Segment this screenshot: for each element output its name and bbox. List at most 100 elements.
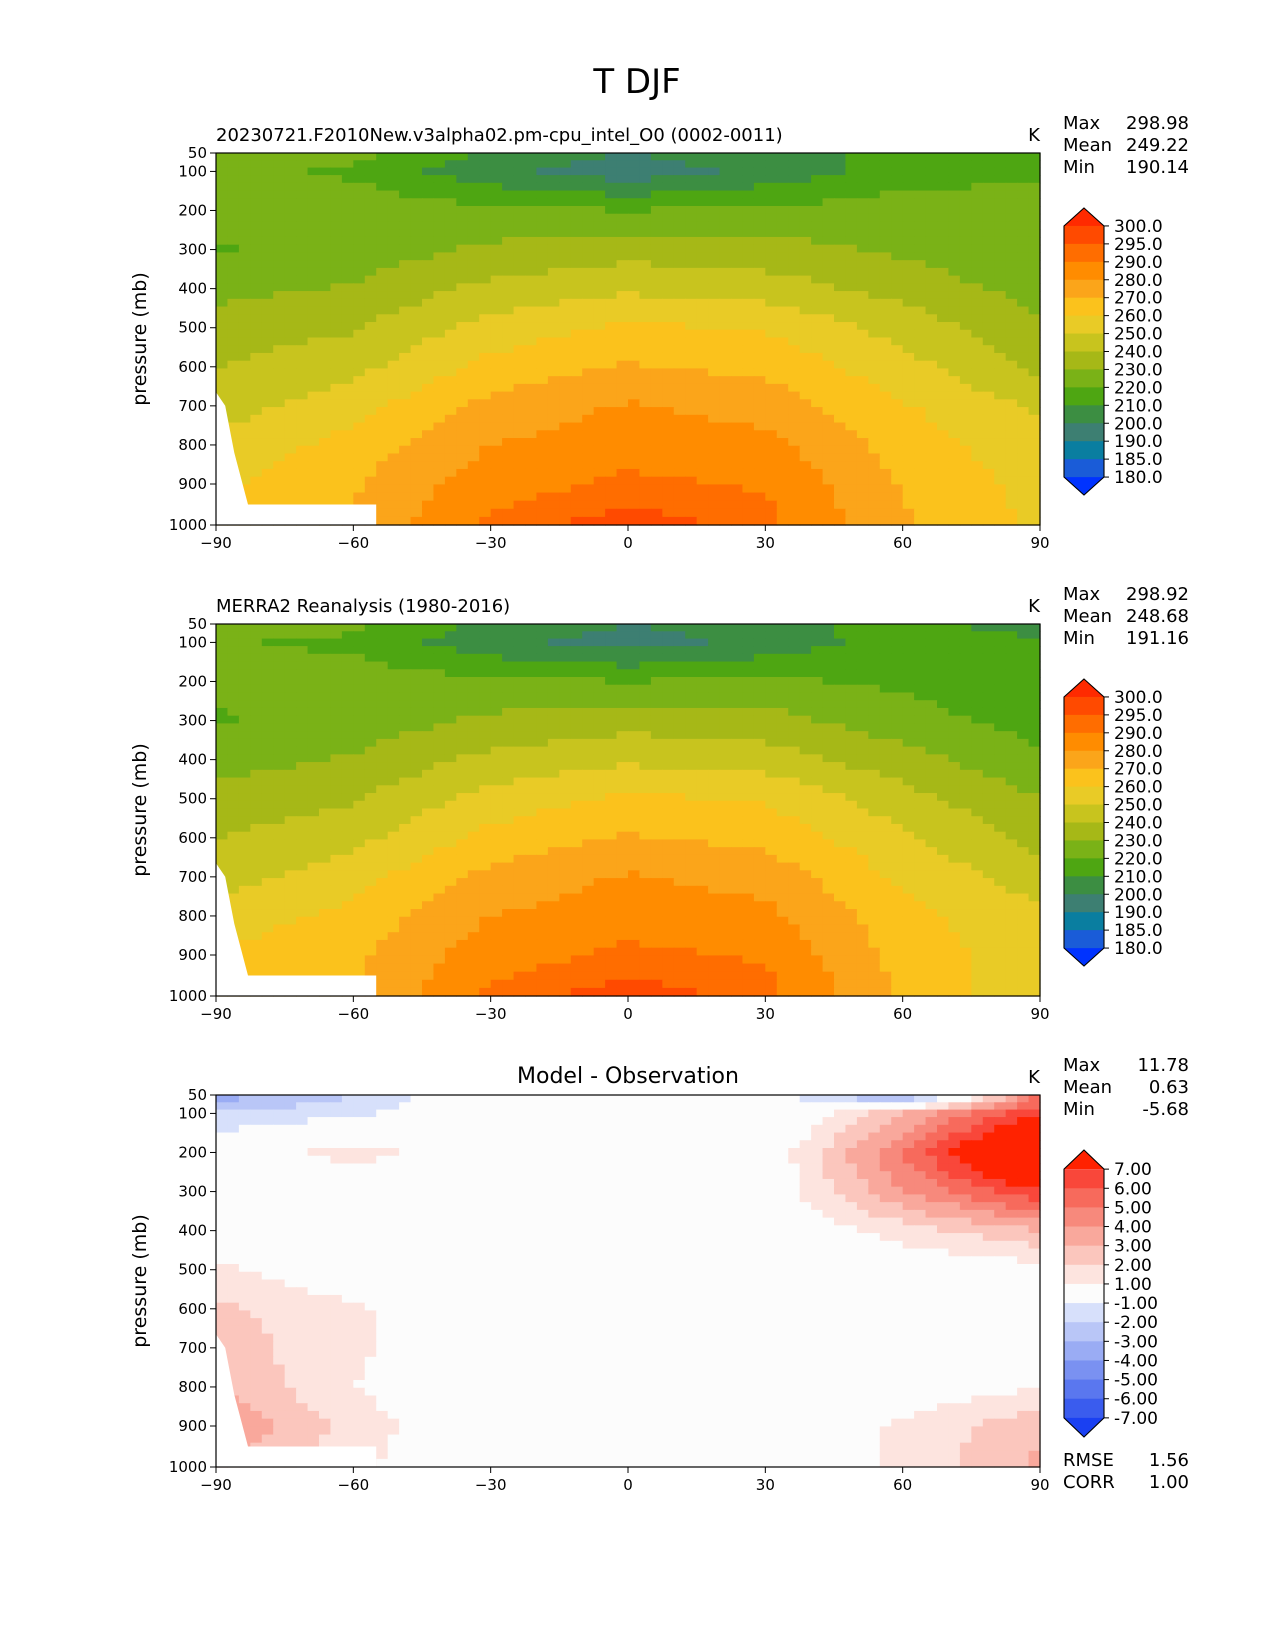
field-cell: [948, 422, 961, 431]
field-cell: [479, 407, 492, 416]
field-cell: [731, 516, 744, 526]
field-cell: [490, 624, 503, 632]
field-cell: [902, 422, 915, 431]
field-cell: [994, 213, 1007, 223]
field-cell: [673, 153, 686, 161]
field-cell: [547, 422, 560, 431]
field-cell: [994, 182, 1007, 192]
field-cell: [502, 723, 515, 732]
field-cell: [307, 653, 320, 663]
field-cell: [994, 723, 1007, 732]
field-cell: [971, 175, 984, 184]
field-cell: [776, 345, 789, 354]
field-cell: [856, 422, 869, 431]
field-cell: [547, 206, 560, 215]
field-cell: [330, 376, 343, 385]
field-cell: [513, 669, 526, 678]
field-cell: [937, 653, 950, 663]
field-cell: [948, 438, 961, 447]
field-cell: [376, 754, 389, 763]
field-cell: [570, 153, 583, 161]
field-cell: [834, 383, 847, 393]
field-cell: [570, 746, 583, 755]
field-cell: [364, 175, 377, 184]
field-cell: [536, 461, 549, 470]
field-cell: [490, 500, 503, 510]
field-cell: [731, 445, 744, 455]
colorbar: 300.0295.0290.0280.0270.0260.0250.0240.0…: [1063, 207, 1163, 496]
field-cell: [547, 244, 560, 254]
x-tick-label: 30: [756, 534, 775, 552]
field-cell: [330, 360, 343, 370]
field-cell: [559, 500, 572, 510]
field-cell: [765, 322, 778, 331]
field-cell: [994, 516, 1007, 526]
field-cell: [879, 700, 892, 709]
field-cell: [994, 322, 1007, 331]
field-cell: [433, 306, 446, 315]
field-cell: [513, 252, 526, 261]
field-cell: [433, 445, 446, 455]
field-cell: [605, 516, 618, 526]
field-cell: [433, 738, 446, 748]
field-cell: [593, 167, 606, 176]
field-cell: [525, 516, 538, 526]
field-cell: [879, 624, 892, 632]
field-cell: [925, 298, 938, 308]
field-cell: [216, 182, 229, 192]
field-cell: [902, 167, 915, 176]
field-cell: [261, 337, 274, 346]
field-cell: [490, 182, 503, 192]
field-cell: [994, 468, 1007, 478]
field-cell: [708, 160, 721, 169]
field-cell: [822, 707, 835, 717]
field-cell: [685, 383, 698, 393]
field-cell: [685, 267, 698, 277]
field-cell: [319, 298, 332, 308]
field-cell: [376, 492, 389, 502]
field-cell: [742, 754, 755, 763]
field-cell: [330, 368, 343, 377]
field-cell: [639, 631, 652, 640]
field-cell: [376, 206, 389, 215]
field-cell: [1028, 322, 1041, 331]
field-cell: [387, 399, 400, 408]
field-cell: [937, 476, 950, 486]
field-cell: [1017, 229, 1030, 238]
field-cell: [387, 306, 400, 315]
field-cell: [376, 453, 389, 462]
field-cell: [959, 715, 972, 725]
field-cell: [765, 260, 778, 269]
field-cell: [605, 329, 618, 339]
field-cell: [216, 298, 229, 308]
field-cell: [765, 244, 778, 254]
field-cell: [341, 352, 354, 362]
field-cell: [238, 746, 251, 755]
field-cell: [868, 252, 881, 261]
field-cell: [765, 236, 778, 246]
field-cell: [433, 723, 446, 732]
field-cell: [662, 275, 675, 284]
field-cell: [605, 500, 618, 510]
field-cell: [639, 669, 652, 678]
field-cell: [971, 360, 984, 370]
field-cell: [444, 738, 457, 748]
field-cell: [284, 298, 297, 308]
field-cell: [238, 182, 251, 192]
field-cell: [925, 314, 938, 323]
field-cell: [811, 723, 824, 732]
field-cell: [994, 754, 1007, 763]
field-cell: [525, 707, 538, 717]
field-cell: [513, 244, 526, 254]
field-cell: [673, 391, 686, 400]
field-cell: [914, 298, 927, 308]
field-cell: [319, 707, 332, 717]
field-cell: [410, 182, 423, 192]
field-cell: [399, 461, 412, 470]
field-cell: [502, 468, 515, 478]
field-cell: [971, 476, 984, 486]
field-cell: [296, 453, 309, 462]
field-cell: [639, 700, 652, 709]
field-cell: [456, 723, 469, 732]
field-cell: [422, 229, 435, 238]
